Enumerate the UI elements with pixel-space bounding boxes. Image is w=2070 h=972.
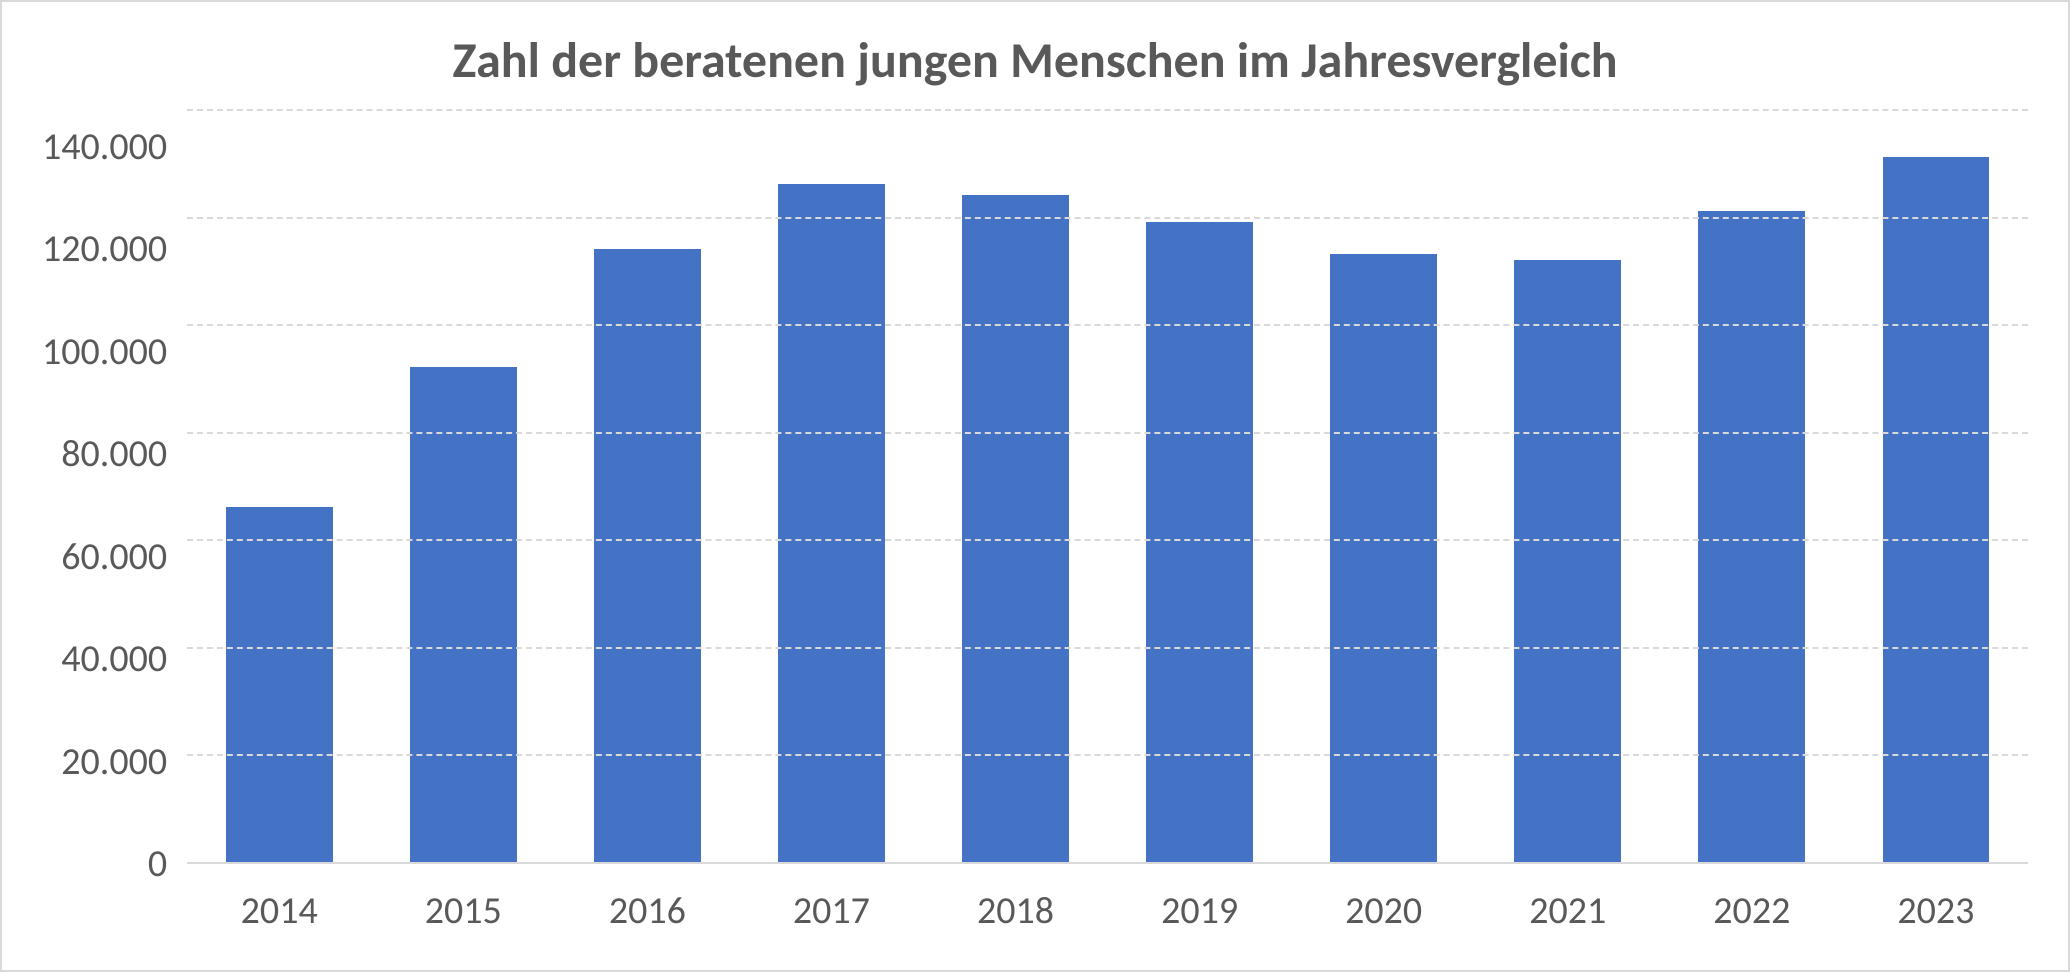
bar bbox=[226, 507, 333, 862]
bar-slot bbox=[555, 109, 739, 862]
chart-frame: Zahl der beratenen jungen Menschen im Ja… bbox=[0, 0, 2070, 972]
bar bbox=[1146, 222, 1253, 862]
bar-slot bbox=[739, 109, 923, 862]
chart-title: Zahl der beratenen jungen Menschen im Ja… bbox=[2, 2, 2068, 99]
bar-slot bbox=[187, 109, 371, 862]
bar bbox=[1330, 254, 1437, 862]
y-tick-label: 40.000 bbox=[61, 640, 167, 678]
grid-line bbox=[187, 754, 2028, 756]
x-tick-label: 2022 bbox=[1660, 888, 1844, 934]
x-tick-label: 2019 bbox=[1108, 888, 1292, 934]
bar bbox=[962, 195, 1069, 862]
bars-container bbox=[187, 109, 2028, 862]
y-tick-label: 140.000 bbox=[42, 128, 167, 166]
bar-slot bbox=[371, 109, 555, 862]
x-tick-label: 2017 bbox=[739, 888, 923, 934]
plot-area bbox=[187, 109, 2028, 864]
y-tick-label: 0 bbox=[148, 845, 167, 883]
y-tick-label: 100.000 bbox=[42, 333, 167, 371]
x-axis-row: 140.000 20142015201620172018201920202021… bbox=[2, 864, 2068, 970]
plot-row: 140.000 120.000 100.000 80.000 60.000 40.000 2… bbox=[2, 99, 2068, 864]
bar-slot bbox=[1844, 109, 2028, 862]
x-axis: 2014201520162017201820192020202120222023 bbox=[187, 888, 2028, 934]
bar-slot bbox=[1292, 109, 1476, 862]
bar bbox=[1514, 260, 1621, 862]
x-tick-label: 2016 bbox=[555, 888, 739, 934]
y-tick-label: 20.000 bbox=[61, 743, 167, 781]
grid-line bbox=[187, 217, 2028, 219]
x-tick-label: 2014 bbox=[187, 888, 371, 934]
bar bbox=[1698, 211, 1805, 862]
x-tick-label: 2015 bbox=[371, 888, 555, 934]
grid-line bbox=[187, 647, 2028, 649]
bar-slot bbox=[1476, 109, 1660, 862]
grid-line bbox=[187, 432, 2028, 434]
x-tick-label: 2021 bbox=[1476, 888, 1660, 934]
bar bbox=[410, 367, 517, 862]
grid-line bbox=[187, 324, 2028, 326]
x-tick-label: 2023 bbox=[1844, 888, 2028, 934]
y-tick-label: 80.000 bbox=[61, 435, 167, 473]
bar bbox=[594, 249, 701, 862]
y-tick-label: 120.000 bbox=[42, 230, 167, 268]
y-tick-label: 60.000 bbox=[61, 538, 167, 576]
bar-slot bbox=[923, 109, 1107, 862]
x-tick-label: 2020 bbox=[1292, 888, 1476, 934]
x-tick-label: 2018 bbox=[923, 888, 1107, 934]
y-axis: 140.000 120.000 100.000 80.000 60.000 40.000 2… bbox=[42, 109, 187, 864]
bar-slot bbox=[1660, 109, 1844, 862]
bar bbox=[778, 184, 885, 862]
grid-line bbox=[187, 109, 2028, 111]
grid-line bbox=[187, 539, 2028, 541]
bar-slot bbox=[1108, 109, 1292, 862]
